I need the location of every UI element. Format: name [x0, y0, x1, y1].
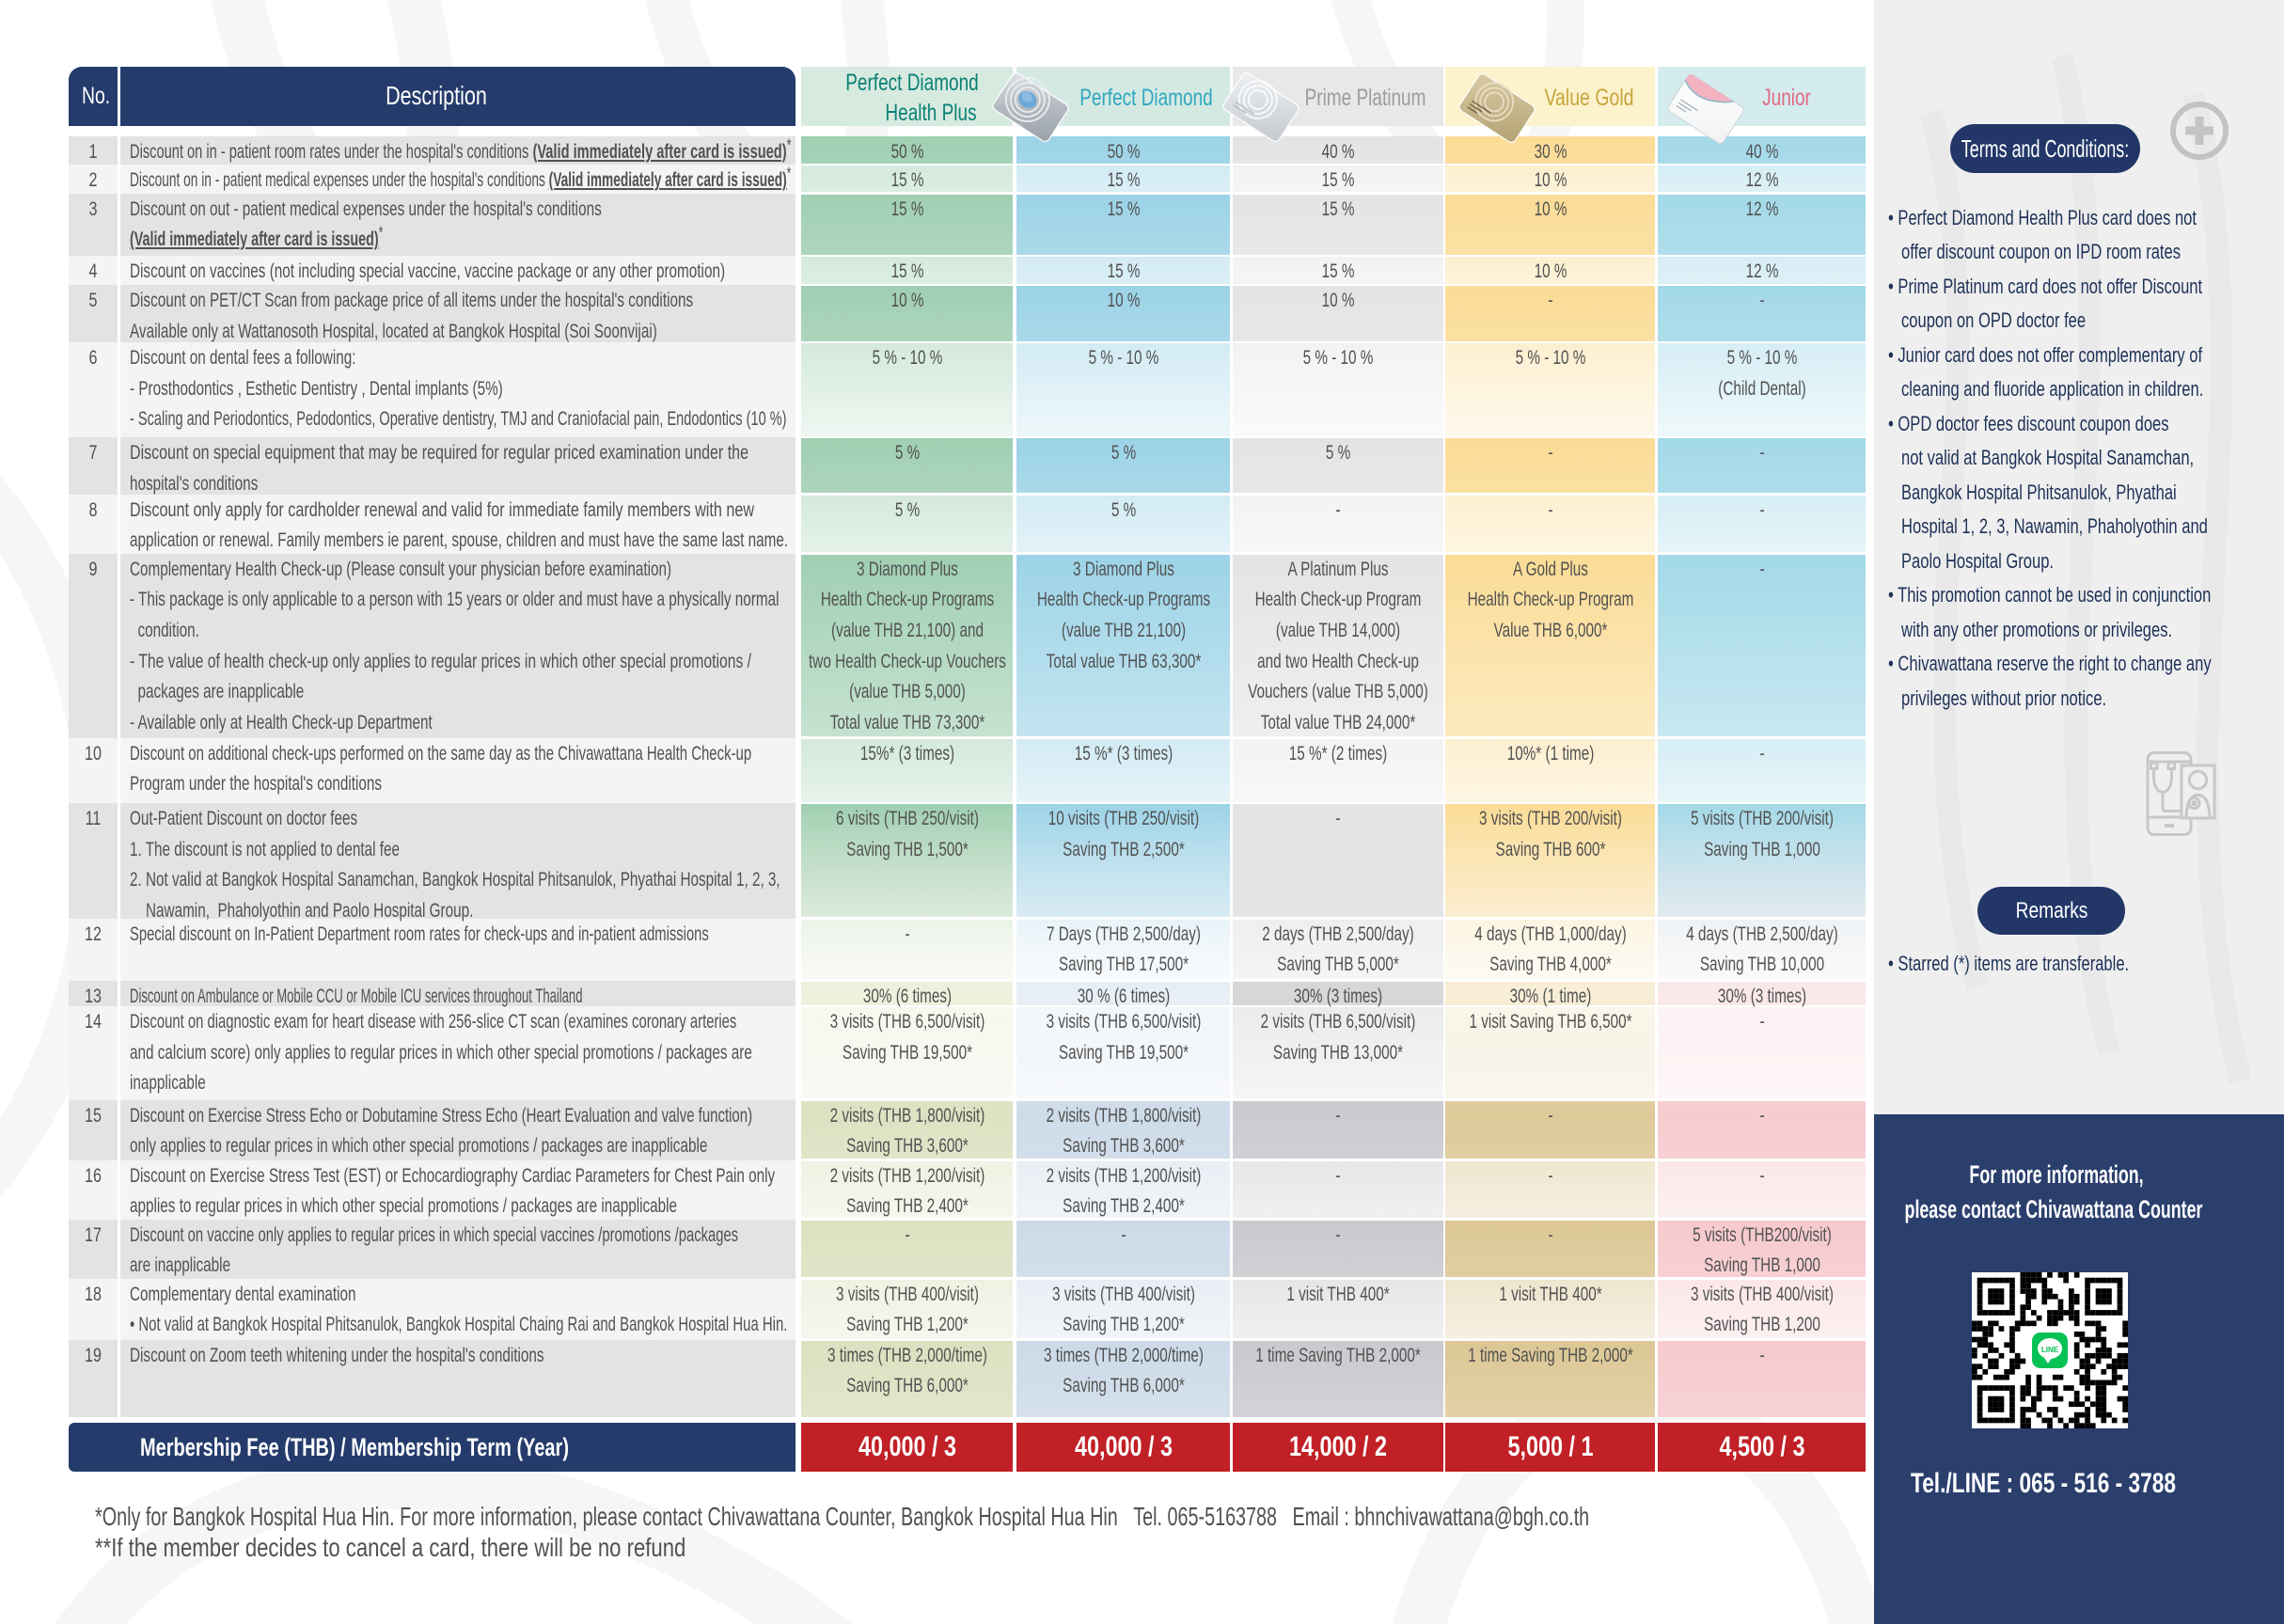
svg-text:LINE: LINE — [2041, 1346, 2059, 1354]
